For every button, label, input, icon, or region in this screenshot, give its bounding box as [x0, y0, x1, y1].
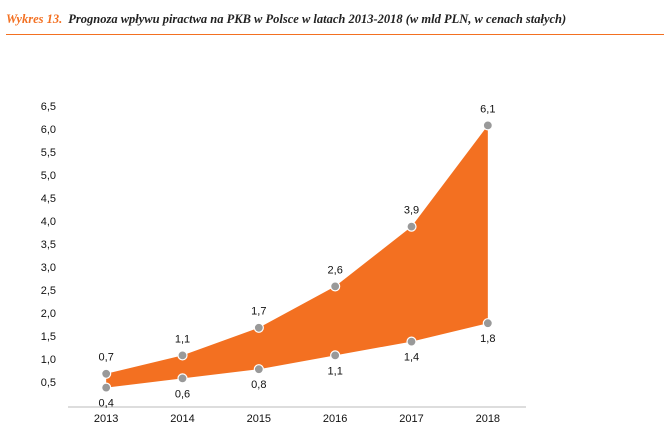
data-point — [406, 336, 417, 347]
data-label: 0,6 — [175, 388, 190, 400]
y-tick-label: 1,0 — [41, 354, 56, 366]
data-point — [330, 350, 341, 361]
x-tick-label: 2013 — [94, 413, 118, 425]
header: Wykres 13. Prognoza wpływu piractwa na PK… — [6, 12, 664, 35]
data-label: 0,4 — [99, 398, 114, 410]
y-tick-label: 4,5 — [41, 193, 56, 205]
x-tick-label: 2015 — [247, 413, 271, 425]
data-point — [253, 322, 264, 333]
data-point — [177, 350, 188, 361]
y-tick-label: 5,5 — [41, 147, 56, 159]
data-label: 0,8 — [251, 379, 266, 391]
data-point — [101, 368, 112, 379]
x-tick-label: 2016 — [323, 413, 347, 425]
x-tick-label: 2018 — [476, 413, 500, 425]
y-tick-label: 3,0 — [41, 262, 56, 274]
data-label: 2,6 — [328, 264, 343, 276]
y-tick-label: 1,5 — [41, 331, 56, 343]
data-label: 1,1 — [328, 365, 343, 377]
data-point — [482, 120, 493, 131]
data-point — [177, 373, 188, 384]
y-tick-label: 0,5 — [41, 377, 56, 389]
y-tick-label: 3,5 — [41, 239, 56, 251]
data-point — [253, 364, 264, 375]
data-label: 0,7 — [99, 352, 114, 364]
y-tick-label: 6,0 — [41, 124, 56, 136]
data-point — [406, 221, 417, 232]
area-band — [106, 125, 488, 388]
data-point — [101, 382, 112, 393]
data-label: 1,7 — [251, 306, 266, 318]
y-tick-label: 2,5 — [41, 285, 56, 297]
x-tick-label: 2014 — [170, 413, 194, 425]
data-label: 1,8 — [480, 333, 495, 345]
y-tick-label: 4,0 — [41, 216, 56, 228]
data-label: 1,1 — [175, 333, 190, 345]
y-tick-label: 5,0 — [41, 170, 56, 182]
x-tick-label: 2017 — [399, 413, 423, 425]
figure-label: Wykres 13. — [6, 12, 63, 26]
y-tick-label: 2,0 — [41, 308, 56, 320]
data-label: 3,9 — [404, 205, 419, 217]
data-label: 6,1 — [480, 103, 495, 115]
y-tick-label: 6,5 — [41, 101, 56, 113]
data-point — [482, 318, 493, 329]
data-point — [330, 281, 341, 292]
chart-title: Prognoza wpływu piractwa na PKB w Polsce… — [68, 12, 567, 26]
data-label: 1,4 — [404, 352, 419, 364]
